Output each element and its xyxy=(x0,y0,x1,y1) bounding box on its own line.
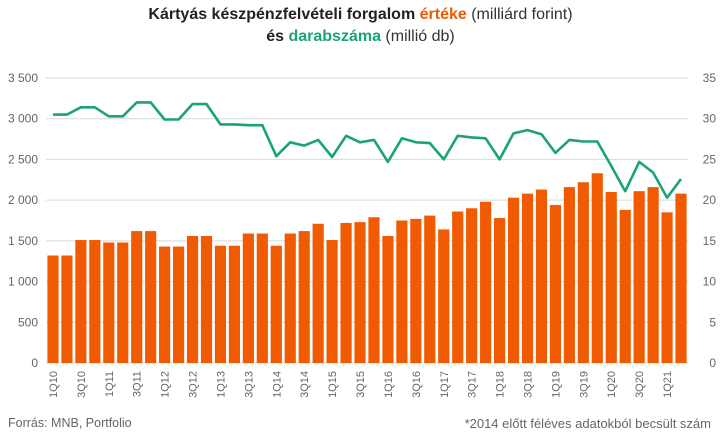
chart-title-line1: Kártyás készpénzfelvételi forgalom érték… xyxy=(0,4,721,26)
source-note: Forrás: MNB, Portfolio xyxy=(8,416,132,430)
x-tick-label: 1Q20 xyxy=(606,371,618,398)
x-tick-label: 1Q10 xyxy=(48,371,60,398)
bar xyxy=(340,222,352,363)
bar xyxy=(563,187,575,363)
bar xyxy=(661,212,673,363)
x-tick-label: 3Q15 xyxy=(355,371,367,398)
x-tick-label: 1Q12 xyxy=(160,371,172,398)
bar xyxy=(117,242,129,363)
y-right-tick-label: 0 xyxy=(709,356,716,370)
y-left-tick-label: 2 500 xyxy=(8,152,38,166)
bar xyxy=(521,193,534,363)
y-right-tick-label: 30 xyxy=(703,112,717,126)
title-unit-value: (milliárd forint) xyxy=(466,6,573,23)
x-tick-label: 1Q14 xyxy=(271,371,283,398)
bar xyxy=(228,245,240,363)
y-right-tick-label: 10 xyxy=(703,275,717,289)
bar xyxy=(535,189,548,363)
bar xyxy=(214,245,227,363)
y-right-tick-label: 25 xyxy=(703,152,717,166)
x-tick-label: 3Q10 xyxy=(76,371,88,398)
bar xyxy=(145,231,157,363)
x-tick-label: 3Q20 xyxy=(634,371,646,398)
bar xyxy=(186,235,199,363)
bar xyxy=(368,217,380,363)
bar xyxy=(75,240,87,363)
bar xyxy=(396,220,408,363)
y-left-tick-label: 500 xyxy=(18,315,38,329)
bar xyxy=(591,173,603,363)
bar xyxy=(577,182,589,363)
bar xyxy=(647,187,659,363)
bar xyxy=(494,218,506,363)
x-tick-label: 3Q19 xyxy=(578,371,590,398)
bar xyxy=(507,197,520,363)
x-tick-label: 1Q21 xyxy=(662,371,674,398)
y-left-tick-label: 1 500 xyxy=(8,234,38,248)
x-tick-label: 1Q15 xyxy=(327,371,339,398)
x-tick-label: 1Q19 xyxy=(550,371,562,398)
bar xyxy=(284,233,296,363)
bar xyxy=(619,209,631,363)
bar xyxy=(312,223,324,363)
bar xyxy=(480,201,492,363)
x-tick-label: 3Q14 xyxy=(299,371,311,398)
title-line1-prefix: Kártyás készpénzfelvételi forgalom xyxy=(148,6,420,23)
bar xyxy=(549,205,561,363)
x-tick-label: 1Q13 xyxy=(215,371,227,398)
bar xyxy=(466,208,478,363)
title-unit-count: (millió db) xyxy=(380,28,455,45)
series-line xyxy=(53,101,683,199)
bar xyxy=(452,211,464,363)
y-left-tick-label: 2 000 xyxy=(8,193,38,207)
x-tick-label: 3Q11 xyxy=(132,371,144,397)
bar xyxy=(131,231,143,363)
bar xyxy=(410,218,422,363)
bar xyxy=(103,242,115,363)
y-left-tick-label: 0 xyxy=(31,356,38,370)
bar xyxy=(633,191,645,363)
x-tick-label: 3Q17 xyxy=(467,371,479,398)
bar xyxy=(382,235,394,363)
bar xyxy=(605,192,617,363)
y-left-tick-label: 3 000 xyxy=(8,112,38,126)
bar xyxy=(89,240,101,363)
x-tick-label: 3Q16 xyxy=(411,371,423,398)
x-tick-label: 3Q12 xyxy=(188,371,200,398)
bar xyxy=(438,229,450,363)
y-right-tick-label: 5 xyxy=(709,315,716,329)
chart-title: Kártyás készpénzfelvételi forgalom érték… xyxy=(0,4,721,48)
x-tick-label: 3Q18 xyxy=(523,371,535,398)
bar xyxy=(354,222,366,363)
bar xyxy=(242,233,254,363)
y-right-tick-label: 15 xyxy=(703,234,717,248)
x-tick-label: 1Q11 xyxy=(104,371,116,397)
bar xyxy=(270,245,282,363)
y-right-tick-label: 35 xyxy=(703,71,717,85)
x-tick-label: 1Q18 xyxy=(495,371,507,398)
bar xyxy=(61,255,73,363)
footnote: *2014 előtt féléves adatokból becsült sz… xyxy=(464,416,711,431)
bar xyxy=(47,255,59,363)
bar xyxy=(159,246,171,363)
title-highlight-value: értéke xyxy=(419,6,467,23)
x-tick-label: 1Q17 xyxy=(439,371,451,398)
bar xyxy=(424,215,436,363)
x-tick-label: 3Q13 xyxy=(243,371,255,398)
y-left-tick-label: 1 000 xyxy=(8,275,38,289)
bar xyxy=(298,231,310,363)
bar xyxy=(256,233,268,363)
title-highlight-count: darabszáma xyxy=(288,28,381,45)
x-tick-label: 1Q16 xyxy=(383,371,395,398)
y-left-tick-label: 3 500 xyxy=(8,71,38,85)
bar xyxy=(173,246,185,363)
y-right-tick-label: 20 xyxy=(703,193,717,207)
chart-title-line2: és darabszáma (millió db) xyxy=(0,26,721,48)
title-line2-prefix: és xyxy=(266,28,289,45)
bar xyxy=(675,193,687,363)
bar xyxy=(200,235,213,363)
bar xyxy=(326,240,338,363)
